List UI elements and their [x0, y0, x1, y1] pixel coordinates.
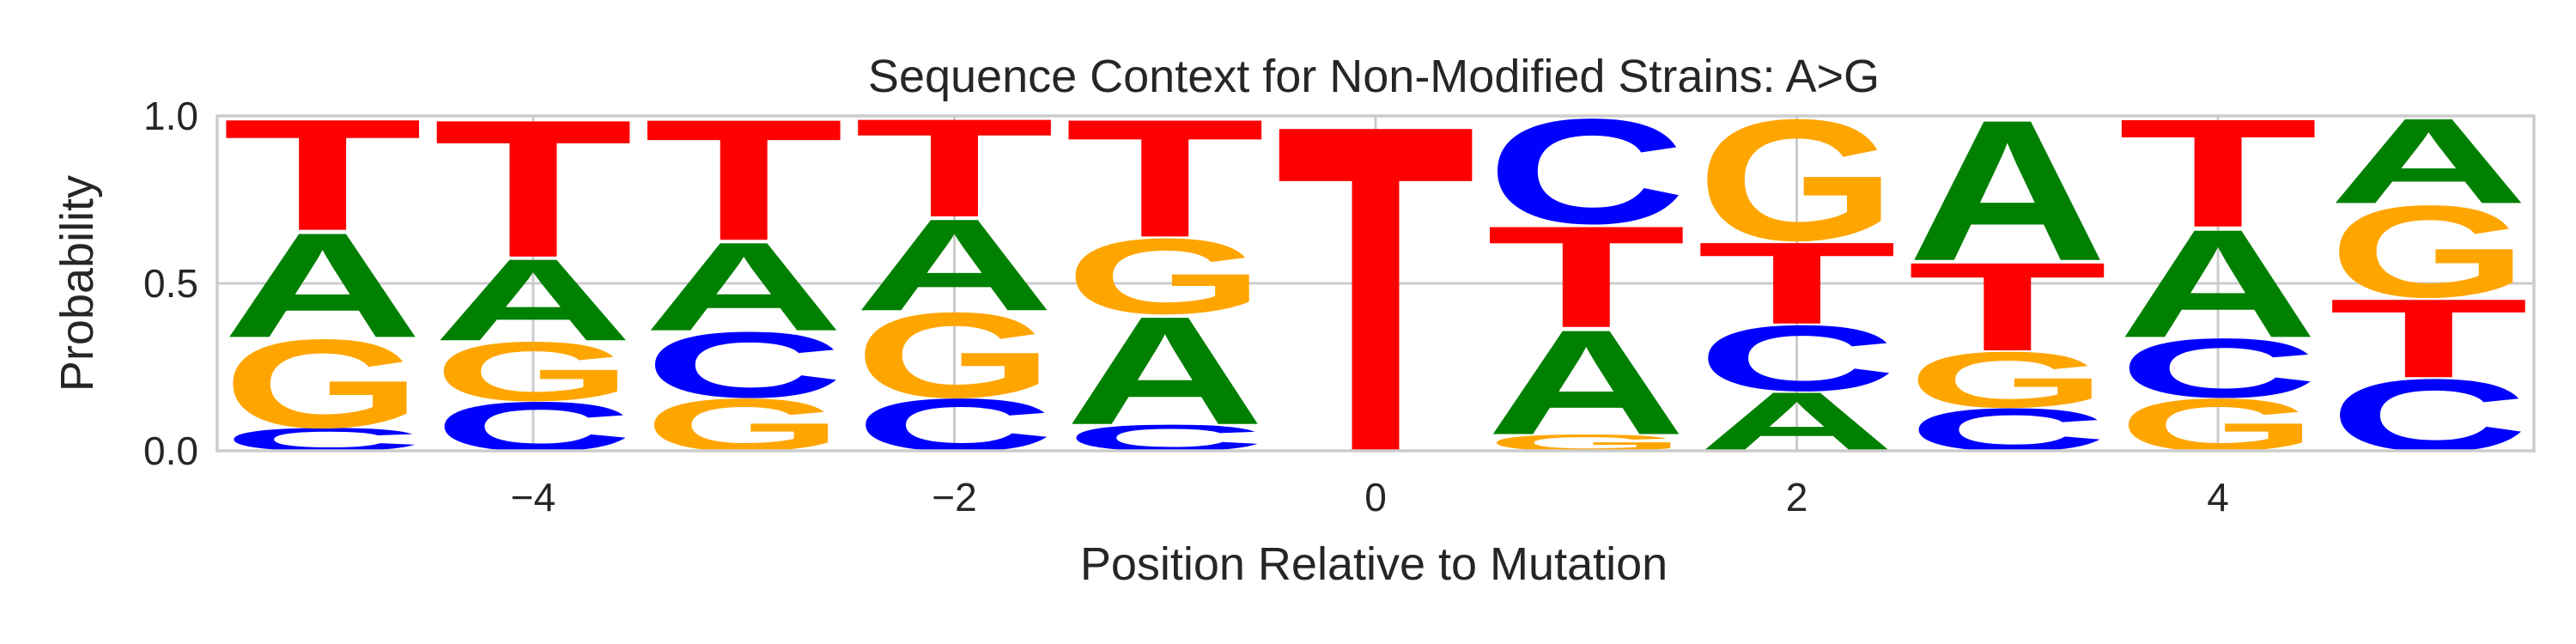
logo-stack-segment: C	[2329, 358, 2529, 473]
logo-stack-segment: T	[2329, 276, 2529, 401]
logo-letter-c: C	[2118, 321, 2318, 416]
logo-letter-t: T	[1275, 27, 1475, 550]
y-tick-label: 0.5	[143, 261, 198, 306]
logo-stack-segment: T	[854, 89, 1054, 246]
logo-stack-segment: A	[2118, 198, 2318, 370]
logo-stack-segment: G	[854, 287, 1054, 422]
logo-stack-segment: C	[644, 313, 844, 417]
logo-letter-a: A	[854, 192, 1054, 338]
logo-letter-a: A	[2118, 198, 2318, 370]
logo-stack-segment: C	[1065, 417, 1265, 459]
logo-letter-a: A	[644, 216, 844, 357]
logo-letter-c: C	[1697, 307, 1897, 411]
logo-stack-segment: G	[1907, 335, 2107, 424]
logo-letter-a: A	[1065, 285, 1265, 457]
logo-letter-a: A	[1486, 299, 1686, 466]
logo-stack-segment: C	[2118, 321, 2318, 416]
x-tick-label: −4	[511, 475, 556, 519]
logo-letter-g: G	[1697, 84, 1897, 277]
logo-letter-g: G	[1907, 335, 2107, 424]
logo-letter-a: A	[1697, 374, 1897, 469]
logo-stack-segment: T	[1697, 218, 1897, 349]
logo-stack-segment: A	[433, 235, 633, 366]
logo-letter-t: T	[2329, 276, 2529, 401]
logo-stack-segment: A	[1697, 374, 1897, 469]
logo-stack-segment: T	[644, 83, 844, 276]
logo-letter-c: C	[433, 387, 633, 465]
logo-letter-g: G	[854, 287, 1054, 422]
x-tick-label: 0	[1364, 475, 1387, 519]
logo-stack-segment: A	[2329, 93, 2529, 229]
logo-letter-t: T	[1065, 84, 1265, 272]
logo-letter-g: G	[1065, 216, 1265, 337]
logo-stack-segment: A	[644, 216, 844, 357]
logo-letter-g: G	[222, 313, 422, 455]
logo-stack-segment: A	[1065, 285, 1265, 457]
logo-letter-a: A	[433, 235, 633, 366]
x-tick-label: −2	[932, 475, 976, 519]
logo-stack-segment: T	[1275, 27, 1475, 550]
logo-stack-segment: A	[222, 201, 422, 368]
logo-letter-c: C	[1065, 417, 1265, 459]
x-tick-label: 4	[2207, 475, 2229, 519]
logo-letter-t: T	[2118, 88, 2318, 260]
logo-stack-segment: C	[1907, 396, 2107, 464]
logo-letter-c: C	[644, 313, 844, 417]
x-axis-title: Position Relative to Mutation	[1080, 538, 1668, 590]
logo-stack-segment: C	[854, 383, 1054, 466]
logo-letter-g: G	[2329, 179, 2529, 325]
logo-letter-c: C	[222, 421, 422, 458]
logo-stack-segment: T	[1486, 196, 1686, 358]
logo-letter-a: A	[1907, 78, 2107, 303]
plot-frame	[216, 114, 2536, 453]
logo-stack-segment: T	[222, 86, 422, 264]
logo-stack-segment: A	[1486, 299, 1686, 466]
logo-stack-segment: C	[433, 387, 633, 465]
x-tick-labels: −4 −2 0 2 4	[511, 475, 2229, 519]
logo-stack-segment: T	[1065, 84, 1265, 272]
logo-stack-segment: G	[1065, 216, 1265, 337]
logo-stack-segment: G	[1486, 429, 1686, 455]
logo-stack-segment: G	[433, 325, 633, 419]
y-axis-title: Probability	[52, 175, 103, 392]
logo-letter-c: C	[1486, 88, 1686, 255]
logo-letter-a: A	[2329, 93, 2529, 229]
logo-letter-c: C	[854, 383, 1054, 466]
logo-letter-t: T	[222, 86, 422, 264]
logo-stack-segment: C	[222, 421, 422, 458]
logo-letter-g: G	[1486, 429, 1686, 455]
logo-stack-segment: G	[222, 313, 422, 455]
logo-stack-segment: T	[433, 78, 633, 299]
chart-title: Sequence Context for Non-Modified Strain…	[868, 51, 1880, 102]
logo-stack-segment: T	[2118, 88, 2318, 260]
x-tick-label: 2	[1786, 475, 1808, 519]
logo-letter-c: C	[1907, 396, 2107, 464]
logo-letter-t: T	[1697, 218, 1897, 349]
y-tick-label: 1.0	[143, 94, 198, 138]
logo-letter-a: A	[222, 201, 422, 368]
y-tick-labels: 0.0 0.5 1.0	[143, 94, 198, 473]
logo-letter-t: T	[644, 83, 844, 276]
logo-stack-segment: G	[2329, 179, 2529, 325]
logo-letter-t: T	[1486, 196, 1686, 358]
logo-letter-g: G	[2118, 383, 2318, 467]
logo-letter-g: G	[644, 383, 844, 467]
logo-letter-t: T	[854, 89, 1054, 246]
logo-letter-t: T	[433, 78, 633, 298]
logo-letter-g: G	[433, 325, 633, 419]
logo-letter-c: C	[2329, 358, 2529, 473]
logo-stack-segment: G	[1697, 84, 1897, 277]
logo-stack-segment: A	[1907, 78, 2107, 303]
logo-stack-segment: G	[2118, 383, 2318, 467]
logo-stack-segment: G	[644, 383, 844, 467]
logo-stack-segment: C	[1486, 88, 1686, 255]
logo-stack-segment: T	[1907, 236, 2107, 377]
logo-stack-segment: A	[854, 192, 1054, 338]
y-tick-label: 0.0	[143, 428, 198, 473]
logo-stack-segment: C	[1697, 307, 1897, 411]
logo-letter-t: T	[1907, 236, 2107, 377]
